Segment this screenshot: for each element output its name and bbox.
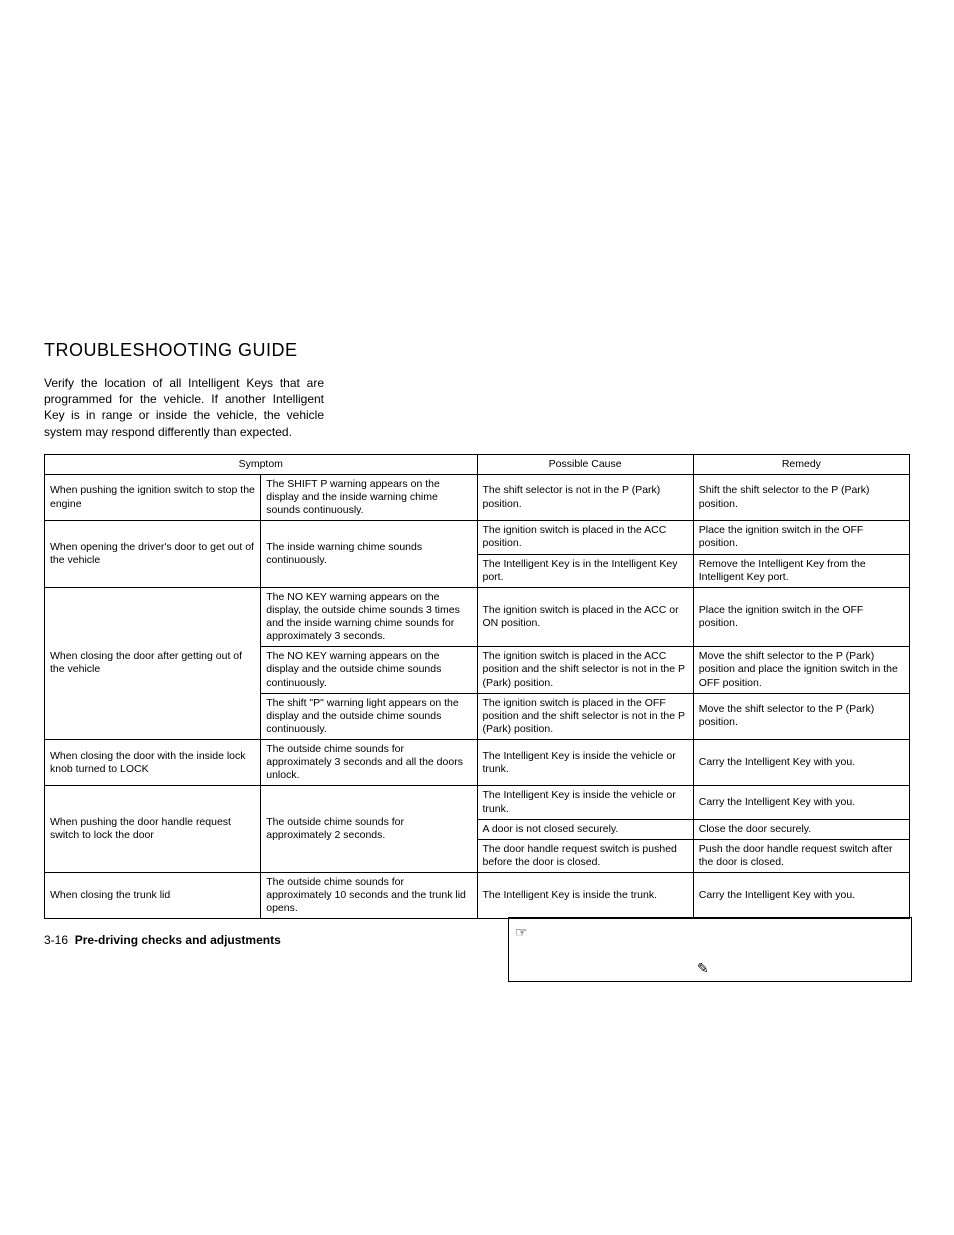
table-row: When closing the door with the inside lo…	[45, 740, 910, 786]
cell-cause: The Intelligent Key is inside the trunk.	[477, 873, 693, 919]
cell-symptom: When closing the door with the inside lo…	[45, 740, 261, 786]
cell-symptom: When closing the door after getting out …	[45, 587, 261, 739]
table-row: When opening the driver's door to get ou…	[45, 521, 910, 554]
cell-cause: The shift selector is not in the P (Park…	[477, 474, 693, 520]
header-cause: Possible Cause	[477, 454, 693, 474]
cell-symptom: When pushing the ignition switch to stop…	[45, 474, 261, 520]
pointing-hand-icon: ☞	[515, 924, 528, 941]
cell-indicator: The NO KEY warning appears on the displa…	[261, 647, 477, 693]
section-title: Pre-driving checks and adjustments	[75, 933, 281, 947]
cell-remedy: Move the shift selector to the P (Park) …	[693, 693, 909, 739]
cell-remedy: Carry the Intelligent Key with you.	[693, 786, 909, 819]
table-row: When closing the door after getting out …	[45, 587, 910, 647]
table-row: When pushing the door handle request swi…	[45, 786, 910, 819]
cell-indicator: The inside warning chime sounds continuo…	[261, 521, 477, 588]
cell-remedy: Shift the shift selector to the P (Park)…	[693, 474, 909, 520]
cell-cause: The ignition switch is placed in the OFF…	[477, 693, 693, 739]
cell-indicator: The outside chime sounds for approximate…	[261, 786, 477, 873]
page-title: TROUBLESHOOTING GUIDE	[44, 340, 910, 361]
troubleshooting-table: Symptom Possible Cause Remedy When pushi…	[44, 454, 910, 920]
cell-symptom: When pushing the door handle request swi…	[45, 786, 261, 873]
cell-cause: The Intelligent Key is inside the vehicl…	[477, 740, 693, 786]
cell-remedy: Carry the Intelligent Key with you.	[693, 740, 909, 786]
cell-indicator: The outside chime sounds for approximate…	[261, 740, 477, 786]
cell-remedy: Remove the Intelligent Key from the Inte…	[693, 554, 909, 587]
cell-remedy: Move the shift selector to the P (Park) …	[693, 647, 909, 693]
cell-indicator: The shift "P" warning light appears on t…	[261, 693, 477, 739]
cell-cause: The door handle request switch is pushed…	[477, 839, 693, 872]
cell-indicator: The NO KEY warning appears on the displa…	[261, 587, 477, 647]
table-header-row: Symptom Possible Cause Remedy	[45, 454, 910, 474]
cell-symptom: When opening the driver's door to get ou…	[45, 521, 261, 588]
header-symptom: Symptom	[45, 454, 478, 474]
cell-cause: The Intelligent Key is inside the vehicl…	[477, 786, 693, 819]
callout-box: ☞ ✎	[508, 917, 912, 982]
cell-cause: The ignition switch is placed in the ACC…	[477, 587, 693, 647]
cell-cause: The ignition switch is placed in the ACC…	[477, 521, 693, 554]
cell-remedy: Push the door handle request switch afte…	[693, 839, 909, 872]
cell-indicator: The SHIFT P warning appears on the displ…	[261, 474, 477, 520]
cell-cause: A door is not closed securely.	[477, 819, 693, 839]
cell-cause: The Intelligent Key is in the Intelligen…	[477, 554, 693, 587]
header-remedy: Remedy	[693, 454, 909, 474]
page-number: 3-16	[44, 933, 68, 947]
pencil-icon: ✎	[697, 960, 709, 977]
cell-indicator: The outside chime sounds for approximate…	[261, 873, 477, 919]
cell-remedy: Place the ignition switch in the OFF pos…	[693, 521, 909, 554]
cell-remedy: Close the door securely.	[693, 819, 909, 839]
cell-remedy: Place the ignition switch in the OFF pos…	[693, 587, 909, 647]
table-row: When pushing the ignition switch to stop…	[45, 474, 910, 520]
intro-paragraph: Verify the location of all Intelligent K…	[44, 375, 324, 440]
cell-symptom: When closing the trunk lid	[45, 873, 261, 919]
cell-cause: The ignition switch is placed in the ACC…	[477, 647, 693, 693]
table-row: When closing the trunk lid The outside c…	[45, 873, 910, 919]
cell-remedy: Carry the Intelligent Key with you.	[693, 873, 909, 919]
